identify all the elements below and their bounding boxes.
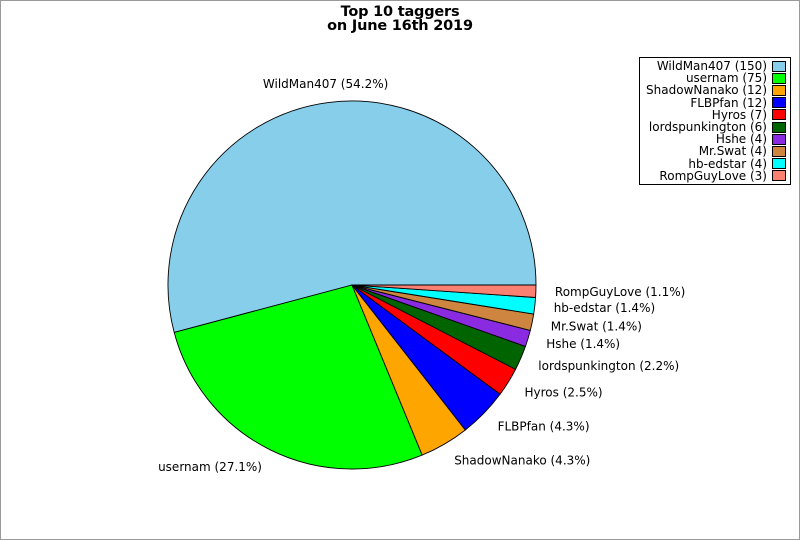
- legend-swatch-flbpfan: [772, 97, 786, 109]
- legend-entry-label: FLBPfan (12): [690, 95, 767, 110]
- legend-swatch-rompguylove: [772, 170, 786, 182]
- legend-entry-label: usernam (75): [685, 71, 767, 86]
- chart-title-line2: on June 16th 2019: [327, 17, 473, 34]
- legend-entry-rompguylove: RompGuyLove (3): [646, 168, 786, 183]
- pie-slice-usernam: [173, 284, 423, 470]
- pie-slice-label-rompguylove: RompGuyLove (1.1%): [555, 285, 685, 299]
- legend-entry-mr-swat: Mr.Swat (4): [646, 144, 786, 159]
- legend-swatch-mr-swat: [772, 145, 786, 157]
- legend-entry-label: Mr.Swat (4): [698, 144, 767, 159]
- legend-swatch-wildman407: [772, 60, 786, 72]
- legend-swatch-lordspunkington: [772, 121, 786, 133]
- legend-entry-shadownanako: ShadowNanako (12): [646, 83, 786, 98]
- pie-slice-label-shadownanako: ShadowNanako (4.3%): [454, 454, 590, 468]
- chart-title-line1: Top 10 taggers: [340, 4, 460, 20]
- legend-entry-label: lordspunkington (6): [648, 119, 767, 134]
- pie-slice-label-mr-swat: Mr.Swat (1.4%): [551, 319, 642, 333]
- legend-entry-label: hb-edstar (4): [688, 156, 767, 171]
- legend-swatch-usernam: [772, 72, 786, 84]
- pie-slice-label-hb-edstar: hb-edstar (1.4%): [554, 301, 655, 315]
- legend-entry-label: Hyros (7): [711, 107, 767, 122]
- legend-entry-label: RompGuyLove (3): [659, 168, 767, 183]
- chart-title: Top 10 taggers on June 16th 2019: [1, 4, 799, 34]
- legend-entry-flbpfan: FLBPfan (12): [646, 95, 786, 110]
- pie-slice-wildman407: [167, 100, 537, 333]
- legend-entry-label: ShadowNanako (12): [646, 83, 767, 98]
- pie-slice-label-usernam: usernam (27.1%): [158, 460, 262, 474]
- legend-entry-hyros: Hyros (7): [646, 109, 786, 121]
- legend-entry-label: WildMan407 (150): [656, 59, 767, 73]
- legend-swatch-hshe: [772, 133, 786, 145]
- legend-entry-hb-edstar: hb-edstar (4): [646, 156, 786, 171]
- legend-swatch-hb-edstar: [772, 158, 786, 170]
- legend-swatch-hyros: [772, 109, 786, 121]
- legend-entry-label: Hshe (4): [715, 132, 767, 147]
- pie-slice-label-hyros: Hyros (2.5%): [525, 385, 603, 399]
- legend-entry-wildman407: WildMan407 (150): [646, 60, 786, 72]
- legend-swatch-shadownanako: [772, 84, 786, 96]
- pie-slice-rompguylove: [351, 284, 537, 298]
- pie-slice-label-lordspunkington: lordspunkington (2.2%): [538, 359, 679, 373]
- pie-slice-label-flbpfan: FLBPfan (4.3%): [498, 420, 590, 434]
- legend-entry-lordspunkington: lordspunkington (6): [646, 121, 786, 133]
- legend-entry-hshe: Hshe (4): [646, 133, 786, 145]
- legend-box: WildMan407 (150) usernam (75) ShadowNanako…: [639, 57, 791, 185]
- pie-slice-label-wildman407: WildMan407 (54.2%): [263, 77, 388, 91]
- pie-slice-label-hshe: Hshe (1.4%): [546, 337, 620, 351]
- legend-entry-usernam: usernam (75): [646, 72, 786, 84]
